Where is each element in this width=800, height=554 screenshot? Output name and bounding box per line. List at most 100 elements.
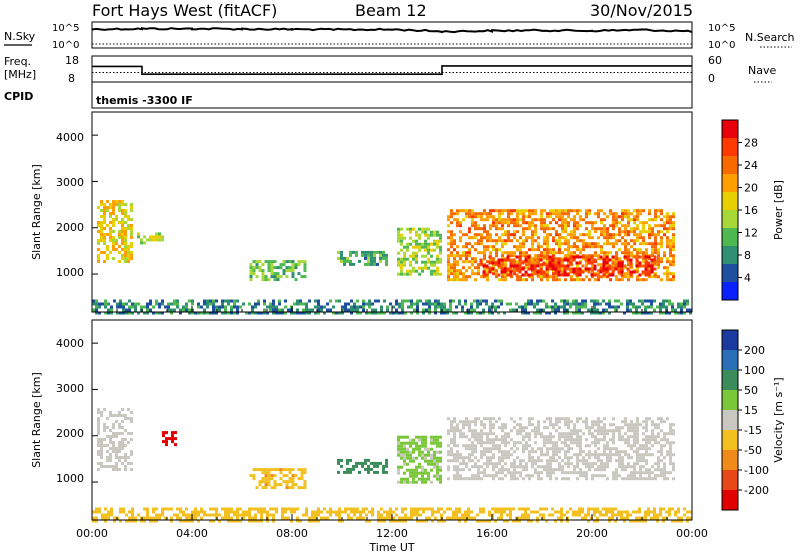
scatter-cell	[653, 507, 656, 511]
scatter-cell	[588, 221, 591, 225]
scatter-cell	[439, 245, 442, 249]
scatter-cell	[594, 429, 597, 433]
scatter-cell	[666, 266, 669, 270]
scatter-cell	[548, 258, 552, 262]
scatter-cell	[642, 251, 645, 255]
scatter-cell	[389, 302, 392, 306]
scatter-cell	[495, 462, 498, 466]
scatter-cell	[629, 299, 632, 303]
scatter-cell	[627, 444, 630, 448]
scatter-cell	[624, 230, 627, 234]
power-colorbar-swatch	[722, 192, 738, 211]
scatter-cell	[115, 468, 118, 471]
scatter-cell	[465, 233, 468, 237]
scatter-cell	[486, 266, 489, 270]
scatter-cell	[555, 230, 558, 234]
scatter-cell	[632, 302, 635, 306]
scatter-cell	[591, 269, 594, 273]
scatter-cell	[504, 450, 507, 454]
scatter-cell	[236, 513, 239, 517]
scatter-cell	[561, 269, 564, 273]
scatter-cell	[437, 507, 440, 511]
scatter-cell	[662, 305, 665, 309]
scatter-cell	[600, 263, 603, 267]
scatter-cell	[597, 269, 600, 273]
scatter-cell	[498, 447, 501, 451]
scatter-cell	[566, 299, 569, 303]
scatter-cell	[618, 248, 621, 252]
scatter-cell	[531, 230, 534, 234]
scatter-cell	[561, 468, 564, 472]
scatter-cell	[500, 267, 504, 271]
scatter-cell	[576, 441, 579, 445]
scatter-cell	[452, 513, 455, 517]
scatter-cell	[507, 471, 510, 475]
scatter-cell	[627, 263, 630, 267]
scatter-cell	[491, 507, 494, 511]
scatter-cell	[412, 456, 415, 460]
scatter-cell	[191, 519, 194, 523]
scatter-cell	[456, 254, 459, 258]
scatter-cell	[121, 432, 124, 435]
scatter-cell	[242, 510, 245, 514]
scatter-cell	[424, 233, 427, 237]
scatter-cell	[433, 272, 436, 276]
scatter-cell	[587, 513, 590, 517]
scatter-cell	[639, 459, 642, 463]
velocity-colorbar-tick: 100	[744, 364, 765, 377]
scatter-cell	[323, 507, 326, 511]
scatter-cell	[131, 519, 134, 523]
scatter-cell	[609, 236, 612, 240]
scatter-cell	[611, 270, 615, 274]
scatter-cell	[492, 221, 495, 225]
scatter-cell	[100, 465, 103, 468]
scatter-cell	[531, 429, 534, 433]
scatter-cell	[382, 470, 385, 474]
scatter-cell	[288, 471, 292, 475]
scatter-cell	[486, 275, 489, 279]
scatter-cell	[666, 227, 669, 231]
scatter-cell	[492, 239, 495, 243]
scatter-cell	[507, 209, 510, 213]
scatter-cell	[651, 275, 654, 279]
scatter-cell	[255, 486, 259, 490]
scatter-cell	[112, 435, 115, 438]
scatter-cell	[638, 299, 641, 303]
scatter-cell	[605, 270, 609, 274]
scatter-cell	[576, 462, 579, 466]
scatter-cell	[561, 260, 564, 264]
scatter-cell	[468, 227, 471, 231]
scatter-cell	[400, 272, 403, 276]
scatter-cell	[594, 435, 597, 439]
scatter-cell	[294, 263, 298, 267]
scatter-cell	[645, 471, 648, 475]
scatter-cell	[575, 299, 578, 303]
scatter-cell	[522, 218, 525, 222]
scatter-cell	[519, 417, 522, 421]
scatter-cell	[350, 510, 353, 514]
scatter-cell	[639, 236, 642, 240]
scatter-cell	[267, 474, 271, 478]
scatter-cell	[498, 450, 501, 454]
scatter-cell	[340, 253, 343, 257]
scatter-cell	[504, 251, 507, 255]
scatter-cell	[128, 510, 131, 514]
scatter-cell	[418, 272, 421, 276]
scatter-cell	[450, 429, 453, 433]
scatter-cell	[266, 510, 269, 514]
scatter-cell	[471, 420, 474, 424]
scatter-cell	[654, 218, 657, 222]
scatter-cell	[477, 266, 480, 270]
scatter-cell	[591, 423, 594, 427]
scatter-cell	[627, 441, 630, 445]
scatter-cell	[462, 423, 465, 427]
scatter-cell	[456, 456, 459, 460]
scatter-cell	[566, 519, 569, 523]
scatter-cell	[338, 299, 341, 303]
scatter-cell	[579, 474, 582, 478]
scatter-cell	[215, 507, 218, 511]
scatter-cell	[603, 254, 606, 258]
scatter-cell	[585, 260, 588, 264]
scatter-cell	[95, 308, 98, 312]
scatter-cell	[549, 459, 552, 463]
